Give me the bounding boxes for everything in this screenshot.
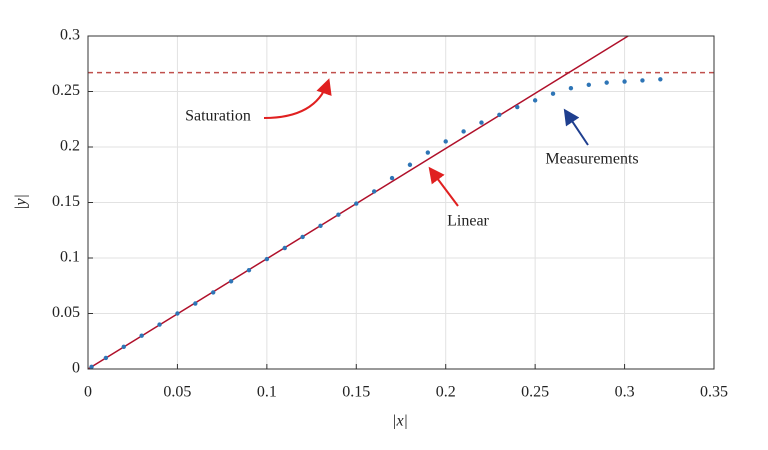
data-point xyxy=(318,223,323,229)
x-tick-label: 0.2 xyxy=(436,384,456,401)
axes-frame xyxy=(87,35,715,370)
x-tick-label: 0.15 xyxy=(342,384,370,401)
data-point xyxy=(461,129,466,134)
y-tick-label: 0.1 xyxy=(60,249,80,266)
y-tick-label: 0 xyxy=(72,360,80,377)
data-point xyxy=(407,162,413,167)
data-point xyxy=(658,77,663,82)
y-tick-label: 0.25 xyxy=(52,82,80,99)
data-point xyxy=(89,364,94,369)
data-point xyxy=(568,85,574,91)
data-point xyxy=(622,79,627,84)
y-tick-label: 0.05 xyxy=(52,304,80,321)
data-point xyxy=(425,150,431,155)
y-axis-label: |y| xyxy=(13,194,30,210)
data-point xyxy=(175,311,180,316)
annotation: Linear xyxy=(447,213,489,230)
annotation-arrow xyxy=(263,78,332,119)
y-tick-label: 0.3 xyxy=(60,27,80,44)
data-point xyxy=(103,355,109,361)
data-point xyxy=(604,80,609,85)
x-tick-label: 0.1 xyxy=(257,384,277,401)
data-point xyxy=(532,98,538,103)
x-tick-label: 0.05 xyxy=(163,384,191,401)
annotation-arrow xyxy=(428,166,459,207)
y-tick-label: 0.15 xyxy=(52,193,80,210)
x-tick-label: 0 xyxy=(84,384,92,401)
data-point xyxy=(640,78,645,83)
data-point xyxy=(586,82,591,88)
data-point xyxy=(336,212,341,217)
annotation-arrow xyxy=(563,108,589,146)
data-point xyxy=(228,279,234,284)
y-tick-label: 0.2 xyxy=(60,138,80,155)
data-point xyxy=(264,256,270,262)
data-point xyxy=(497,112,502,118)
data-point xyxy=(371,189,377,194)
data-point xyxy=(479,120,484,125)
data-point xyxy=(282,245,287,251)
data-point xyxy=(193,301,198,306)
data-point xyxy=(550,91,556,96)
data-point xyxy=(354,201,359,206)
data-point xyxy=(515,104,520,110)
data-point xyxy=(121,344,126,349)
data-point xyxy=(443,139,448,144)
x-axis-label: |x| xyxy=(392,413,408,430)
data-point xyxy=(246,268,252,273)
x-tick-label: 0.25 xyxy=(521,384,549,401)
annotation: Saturation xyxy=(185,108,251,125)
data-point xyxy=(139,333,144,338)
annotation: Measurements xyxy=(545,151,638,168)
data-point xyxy=(389,175,395,181)
data-point xyxy=(157,322,162,327)
x-tick-label: 0.35 xyxy=(700,384,728,401)
data-point xyxy=(300,234,305,240)
x-tick-label: 0.3 xyxy=(615,384,635,401)
data-point xyxy=(211,290,216,295)
